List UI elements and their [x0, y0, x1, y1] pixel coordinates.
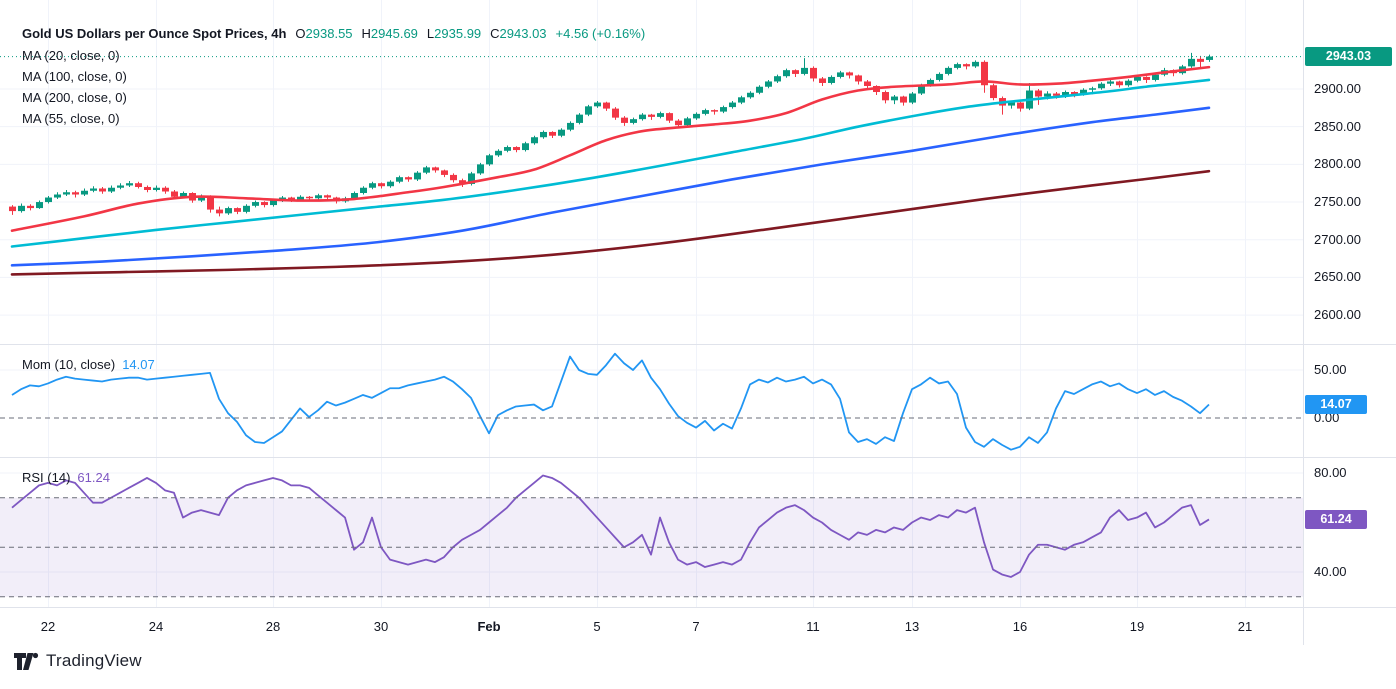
legend-ma20[interactable]: MA (20, close, 0)	[22, 48, 120, 63]
price-axis-label: 2750.00	[1314, 194, 1361, 210]
price-axis[interactable]	[1304, 0, 1396, 645]
time-axis-label: 28	[265, 619, 281, 634]
symbol-title: Gold US Dollars per Ounce Spot Prices, 4…	[22, 26, 287, 41]
legend-momentum[interactable]: Mom (10, close) 14.07	[22, 357, 155, 372]
time-axis-label: 16	[1012, 619, 1028, 634]
time-axis-label: 5	[593, 619, 601, 634]
legend-ma100-label: MA (100, close, 0)	[22, 69, 127, 84]
legend-ma200[interactable]: MA (200, close, 0)	[22, 90, 127, 105]
low-value: 2935.99	[434, 26, 482, 41]
rsi-label: RSI (14)	[22, 470, 71, 485]
open-value: 2938.55	[305, 26, 353, 41]
legend-ma100[interactable]: MA (100, close, 0)	[22, 69, 127, 84]
time-axis-label: 11	[806, 619, 820, 634]
time-axis-label: 21	[1237, 619, 1253, 634]
close-label: C	[490, 26, 500, 41]
time-axis-label: 24	[148, 619, 164, 634]
close-value: 2943.03	[499, 26, 547, 41]
price-axis-label: 2600.00	[1314, 307, 1361, 323]
momentum-axis-label: 50.00	[1314, 362, 1347, 377]
time-axis-label: 19	[1129, 619, 1145, 634]
rsi-value-badge: 61.24	[1305, 509, 1367, 529]
time-axis-label: 30	[373, 619, 389, 634]
time-axis-label: 7	[692, 619, 700, 634]
tradingview-logo-icon	[14, 652, 39, 671]
chart-legend-title[interactable]: Gold US Dollars per Ounce Spot Prices, 4…	[22, 26, 645, 41]
price-axis-label: 2650.00	[1314, 269, 1361, 285]
legend-ma200-label: MA (200, close, 0)	[22, 90, 127, 105]
legend-rsi[interactable]: RSI (14) 61.24	[22, 470, 110, 485]
tradingview-logo[interactable]: TradingView	[14, 651, 142, 671]
time-axis-label: 13	[904, 619, 920, 634]
price-axis-label: 2700.00	[1314, 231, 1361, 247]
rsi-axis-label: 80.00	[1314, 465, 1347, 480]
high-label: H	[361, 26, 371, 41]
price-axis-label: 2900.00	[1314, 81, 1361, 96]
legend-ma55-label: MA (55, close, 0)	[22, 111, 120, 126]
open-label: O	[295, 26, 306, 41]
last-price-badge: 2943.03	[1305, 47, 1392, 67]
change-value: +4.56 (+0.16%)	[555, 26, 646, 41]
momentum-value-badge: 14.07	[1305, 394, 1367, 414]
price-axis-label: 2850.00	[1314, 118, 1361, 134]
legend-ma20-label: MA (20, close, 0)	[22, 48, 120, 63]
rsi-value: 61.24	[77, 470, 110, 485]
price-axis-label: 2800.00	[1314, 156, 1361, 172]
low-label: L	[426, 26, 435, 41]
time-axis[interactable]	[0, 608, 1303, 646]
high-value: 2945.69	[370, 26, 418, 41]
time-axis-label: Feb	[477, 619, 501, 634]
momentum-label: Mom (10, close)	[22, 357, 116, 372]
tradingview-logo-text: TradingView	[46, 651, 142, 670]
momentum-value: 14.07	[122, 357, 155, 372]
rsi-axis-label: 40.00	[1314, 564, 1347, 579]
legend-ma55[interactable]: MA (55, close, 0)	[22, 111, 120, 126]
time-axis-label: 22	[40, 619, 56, 634]
